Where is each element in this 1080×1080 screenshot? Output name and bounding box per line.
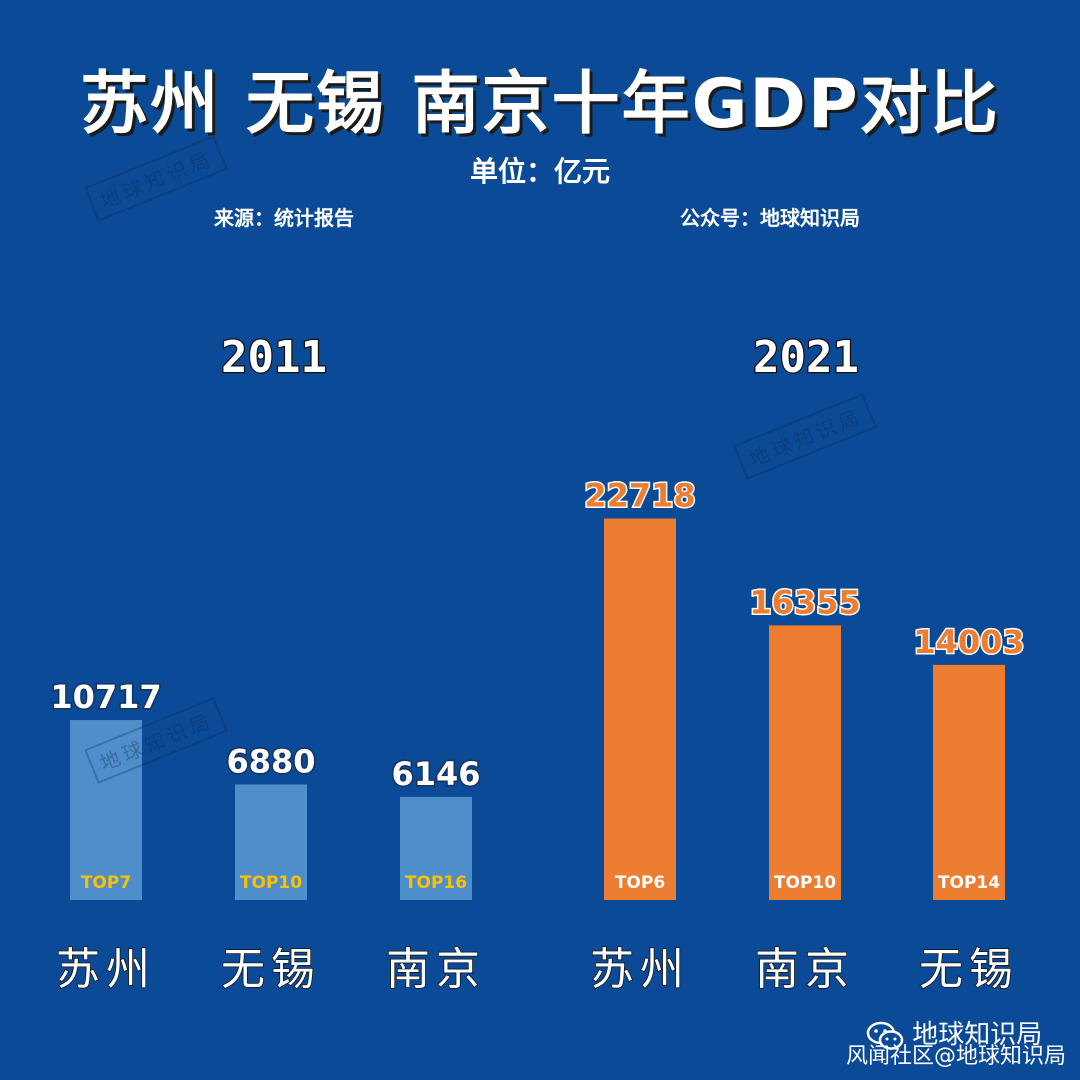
source-label: 来源：统计报告	[214, 206, 354, 230]
category-label-2021-1: 南京	[755, 944, 855, 995]
rank-label-2021-2: TOP14	[938, 873, 1000, 893]
data-label-2011-0: 10717	[50, 678, 161, 716]
footer-credit: 风闻社区@地球知识局	[845, 1044, 1066, 1069]
rank-label-2021-0: TOP6	[615, 873, 665, 893]
rank-label-2011-1: TOP10	[240, 873, 302, 893]
rank-label-2021-1: TOP10	[774, 873, 836, 893]
data-label-2021-0: 22718	[584, 477, 695, 515]
category-label-2021-0: 苏州	[590, 944, 690, 995]
data-label-2011-2: 6146	[391, 755, 480, 793]
bar-2021-1	[769, 625, 841, 900]
rank-label-2011-0: TOP7	[81, 873, 131, 893]
footer-brand-text: 地球知识局	[912, 1020, 1043, 1050]
data-label-2011-1: 6880	[226, 742, 315, 780]
category-label-2011-1: 无锡	[221, 944, 321, 995]
data-label-2021-1: 16355	[749, 583, 860, 621]
account-label: 公众号：地球知识局	[680, 206, 860, 230]
page-title: 苏州 无锡 南京十年GDP对比	[80, 65, 1000, 144]
wechat-icon	[866, 1021, 904, 1050]
rank-label-2011-2: TOP16	[405, 873, 467, 893]
data-label-2021-2: 14003	[913, 623, 1024, 661]
category-label-2011-0: 苏州	[56, 944, 156, 995]
panel-title-2021: 2021	[753, 332, 859, 383]
unit-label: 单位：亿元	[469, 155, 610, 188]
bar-2021-0	[604, 518, 676, 900]
category-label-2011-2: 南京	[386, 944, 486, 995]
bar-2021-2	[933, 664, 1005, 900]
bar-2011-2	[400, 796, 472, 900]
bar-2011-1	[235, 784, 307, 900]
footer-brand: 地球知识局	[866, 1014, 1042, 1051]
category-label-2021-2: 无锡	[919, 944, 1019, 995]
bar-2011-0	[70, 720, 142, 900]
panel-title-2011: 2011	[221, 332, 327, 383]
